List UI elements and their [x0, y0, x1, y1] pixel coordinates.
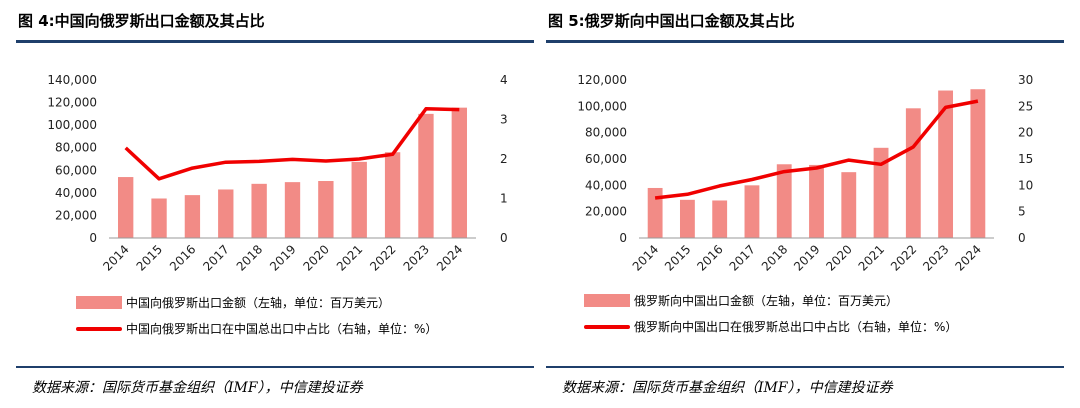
bar	[418, 113, 434, 238]
x-axis-tick-label: 2021	[856, 242, 887, 273]
bar-line-chart: 0 20,000 40,000 60,000 80,000 100,000 120,000 0…	[577, 73, 1033, 274]
legend: 俄罗斯向中国出口金额（左轴，单位：百万美元） 俄罗斯向中国出口在俄罗斯总出口中占…	[546, 286, 1066, 346]
legend-label: 中国向俄罗斯出口金额（左轴，单位：百万美元）	[126, 296, 391, 310]
bar-line-chart: 0 20,000 40,000 60,000 80,000 100,000 120,000 1…	[47, 73, 508, 274]
x-axis-tick-label: 2024	[952, 242, 983, 273]
right-axis-tick-label: 4	[500, 73, 508, 87]
x-axis-tick-label: 2023	[920, 242, 951, 273]
bar	[938, 90, 954, 239]
x-axis-tick-label: 2014	[100, 242, 131, 273]
legend-bar-swatch	[584, 294, 630, 307]
right-axis-tick-label: 0	[500, 231, 508, 245]
right-axis-tick-label: 30	[1018, 73, 1033, 87]
chart-panel-right: 图 5:俄罗斯向中国出口金额及其占比 0 20,000 40,000 60,000 80…	[546, 0, 1066, 408]
right-axis-tick-label: 2	[500, 152, 508, 166]
left-axis-tick-label: 60,000	[585, 152, 627, 166]
left-axis-tick-label: 40,000	[585, 178, 627, 192]
right-axis-tick-label: 25	[1018, 99, 1033, 113]
legend-line-swatch	[584, 324, 630, 329]
right-axis-tick-label: 1	[500, 192, 508, 206]
x-axis-tick-label: 2017	[200, 242, 231, 273]
bar	[809, 164, 824, 238]
x-axis-tick-label: 2018	[759, 242, 790, 273]
legend-item-line: 中国向俄罗斯出口在中国总出口中占比（右轴，单位：%）	[76, 320, 437, 337]
x-axis-tick-label: 2016	[694, 242, 725, 273]
bar	[905, 108, 921, 238]
left-axis-tick-label: 60,000	[55, 163, 97, 177]
source-rule	[546, 366, 1064, 368]
left-axis-tick-label: 40,000	[55, 186, 97, 200]
legend-item-bar: 中国向俄罗斯出口金额（左轴，单位：百万美元）	[76, 294, 390, 311]
x-axis-tick-label: 2022	[367, 242, 398, 273]
left-axis-tick-label: 0	[89, 231, 97, 245]
x-axis-tick-label: 2021	[334, 242, 365, 273]
x-axis-tick-label: 2024	[434, 242, 465, 273]
left-axis-tick-label: 100,000	[47, 118, 97, 132]
source-note: 数据来源：国际货币基金组织（IMF），中信建投证券	[562, 380, 893, 396]
bar	[744, 185, 760, 238]
right-axis-tick-label: 5	[1018, 205, 1026, 219]
bar	[184, 195, 201, 238]
bar	[776, 164, 792, 238]
source-rule	[16, 366, 534, 368]
bar	[712, 200, 728, 238]
title-rule	[16, 40, 534, 43]
bar	[318, 181, 334, 238]
right-axis-tick-label: 15	[1018, 152, 1033, 166]
x-axis-tick-label: 2019	[791, 242, 822, 273]
chart-title: 图 4:中国向俄罗斯出口金额及其占比	[18, 12, 265, 30]
right-axis-tick-label: 10	[1018, 178, 1033, 192]
bar	[151, 198, 167, 238]
left-axis-tick-label: 140,000	[47, 73, 97, 87]
x-axis-tick-label: 2015	[662, 242, 693, 273]
legend-label: 中国向俄罗斯出口在中国总出口中占比（右轴，单位：%）	[126, 322, 438, 336]
x-axis-tick-label: 2022	[888, 242, 919, 273]
left-axis-tick-label: 80,000	[585, 126, 627, 140]
bar	[384, 152, 401, 238]
title-rule	[546, 40, 1064, 43]
line-series	[124, 107, 460, 181]
chart-title: 图 5:俄罗斯向中国出口金额及其占比	[548, 12, 795, 30]
bar	[873, 147, 889, 238]
right-axis-tick-label: 0	[1018, 231, 1026, 245]
x-axis-tick-label: 2020	[823, 242, 854, 273]
right-axis-tick-label: 3	[500, 113, 508, 127]
left-axis-tick-label: 20,000	[55, 208, 97, 222]
bar	[118, 177, 134, 238]
bar	[251, 183, 267, 238]
x-axis-tick-label: 2019	[267, 242, 298, 273]
left-axis-tick-label: 0	[619, 231, 627, 245]
left-axis-tick-label: 120,000	[577, 73, 627, 87]
bar	[218, 189, 234, 238]
legend-item-bar: 俄罗斯向中国出口金额（左轴，单位：百万美元）	[584, 292, 898, 309]
bar	[647, 187, 663, 238]
x-axis-tick-label: 2016	[167, 242, 198, 273]
left-axis-tick-label: 80,000	[55, 141, 97, 155]
bar	[841, 172, 857, 238]
chart-panel-left: 图 4:中国向俄罗斯出口金额及其占比 0 20,000 40,000 60,000 80…	[16, 0, 536, 408]
legend-label: 俄罗斯向中国出口在俄罗斯总出口中占比（右轴，单位：%）	[634, 320, 958, 334]
x-axis-tick-label: 2018	[234, 242, 265, 273]
x-axis-tick-label: 2023	[401, 242, 432, 273]
left-axis-tick-label: 120,000	[47, 96, 97, 110]
x-axis-tick-label: 2020	[300, 242, 331, 273]
bar	[284, 182, 301, 238]
x-axis-tick-label: 2015	[134, 242, 165, 273]
legend-line-swatch	[76, 326, 122, 331]
x-axis-tick-label: 2017	[727, 242, 758, 273]
legend-item-line: 俄罗斯向中国出口在俄罗斯总出口中占比（右轴，单位：%）	[584, 318, 957, 335]
legend: 中国向俄罗斯出口金额（左轴，单位：百万美元） 中国向俄罗斯出口在中国总出口中占比…	[16, 288, 536, 348]
left-axis-tick-label: 20,000	[585, 205, 627, 219]
line-series	[654, 99, 979, 200]
legend-bar-swatch	[76, 296, 122, 309]
bar	[451, 107, 467, 239]
x-axis-tick-label: 2014	[630, 242, 661, 273]
right-axis-tick-label: 20	[1018, 126, 1033, 140]
bar	[351, 161, 367, 238]
source-note: 数据来源：国际货币基金组织（IMF），中信建投证券	[32, 380, 363, 396]
left-axis-tick-label: 100,000	[577, 99, 627, 113]
bar	[679, 199, 695, 238]
bar	[970, 89, 986, 238]
legend-label: 俄罗斯向中国出口金额（左轴，单位：百万美元）	[634, 294, 899, 308]
